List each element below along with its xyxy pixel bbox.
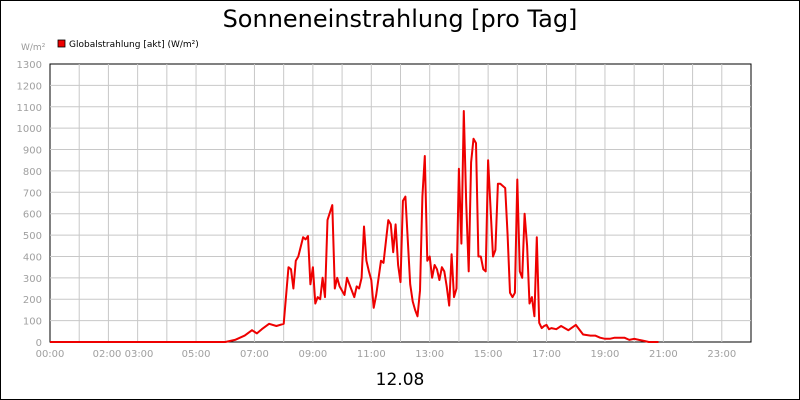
legend-label: Globalstrahlung [akt] (W/m²) (69, 40, 199, 50)
y-axis-ticks: 0 100 200 300 400 500 600 700 800 900 1000 1100 1200… (17, 60, 42, 349)
y-tick-label: 1200 (17, 81, 42, 92)
x-axis-ticks: 00:00 02:00 03:00 05:00 07:00 09:00 11:00 13:0… (36, 349, 737, 360)
y-tick-label: 800 (23, 167, 42, 178)
series-line-globalstrahlung (50, 110, 659, 343)
x-tick-label: 23:00 (707, 349, 736, 360)
y-tick-label: 0 (36, 338, 42, 349)
y-tick-label: 1100 (17, 103, 42, 114)
y-tick-label: 600 (23, 210, 42, 221)
y-tick-label: 200 (23, 295, 42, 306)
y-tick-label: 700 (23, 188, 42, 199)
x-tick-label: 19:00 (591, 349, 620, 360)
y-tick-label: 100 (23, 317, 42, 328)
x-tick-label: 13:00 (415, 349, 444, 360)
chart-title: Sonneneinstrahlung [pro Tag] (223, 5, 578, 33)
x-tick-label: 07:00 (240, 349, 269, 360)
series-layer (50, 110, 659, 343)
x-tick-label: 05:00 (182, 349, 211, 360)
x-tick-label: 09:00 (298, 349, 327, 360)
y-tick-label: 900 (23, 146, 42, 157)
y-tick-label: 1000 (17, 124, 42, 135)
x-tick-label: 11:00 (357, 349, 386, 360)
x-tick-label: 00:00 (36, 349, 65, 360)
x-tick-label: 17:00 (532, 349, 561, 360)
y-tick-label: 500 (23, 231, 42, 242)
y-tick-label: 400 (23, 252, 42, 263)
y-tick-label: 300 (23, 274, 42, 285)
y-unit-label: W/m² (21, 43, 46, 53)
x-tick-label: 02:00 03:00 (93, 349, 154, 360)
x-tick-label: 21:00 (649, 349, 678, 360)
date-label: 12.08 (376, 370, 425, 390)
x-tick-label: 15:00 (474, 349, 503, 360)
legend-swatch (57, 39, 66, 48)
y-tick-label: 1300 (17, 60, 42, 71)
